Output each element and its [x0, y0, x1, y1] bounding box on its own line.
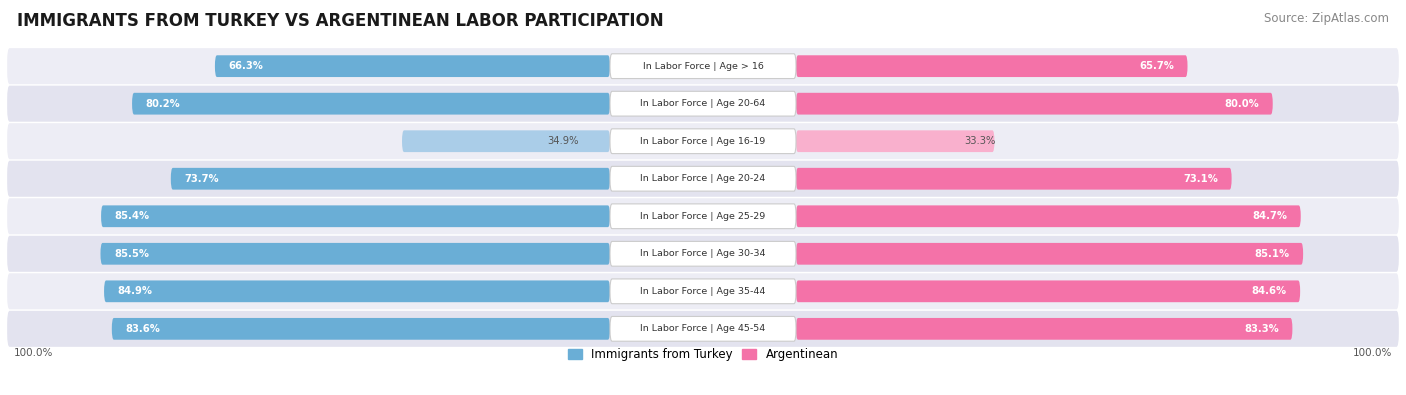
Text: 34.9%: 34.9% [547, 136, 579, 146]
FancyBboxPatch shape [796, 55, 1188, 77]
FancyBboxPatch shape [7, 273, 1399, 309]
FancyBboxPatch shape [796, 280, 1301, 302]
Text: 84.6%: 84.6% [1251, 286, 1286, 296]
Text: 73.1%: 73.1% [1182, 174, 1218, 184]
Text: 33.3%: 33.3% [965, 136, 995, 146]
Text: In Labor Force | Age 25-29: In Labor Force | Age 25-29 [640, 212, 766, 221]
Text: 85.1%: 85.1% [1254, 249, 1289, 259]
FancyBboxPatch shape [796, 130, 994, 152]
FancyBboxPatch shape [610, 166, 796, 191]
Text: IMMIGRANTS FROM TURKEY VS ARGENTINEAN LABOR PARTICIPATION: IMMIGRANTS FROM TURKEY VS ARGENTINEAN LA… [17, 12, 664, 30]
Text: 84.9%: 84.9% [118, 286, 153, 296]
Text: 73.7%: 73.7% [184, 174, 219, 184]
Text: 66.3%: 66.3% [229, 61, 263, 71]
FancyBboxPatch shape [7, 161, 1399, 197]
Text: In Labor Force | Age 35-44: In Labor Force | Age 35-44 [640, 287, 766, 296]
FancyBboxPatch shape [796, 205, 1301, 227]
FancyBboxPatch shape [610, 204, 796, 229]
Text: 85.4%: 85.4% [115, 211, 150, 221]
FancyBboxPatch shape [610, 129, 796, 154]
FancyBboxPatch shape [610, 241, 796, 266]
FancyBboxPatch shape [101, 205, 610, 227]
Legend: Immigrants from Turkey, Argentinean: Immigrants from Turkey, Argentinean [562, 343, 844, 366]
FancyBboxPatch shape [610, 54, 796, 79]
FancyBboxPatch shape [796, 318, 1292, 340]
FancyBboxPatch shape [796, 93, 1272, 115]
FancyBboxPatch shape [7, 123, 1399, 159]
FancyBboxPatch shape [7, 236, 1399, 272]
Text: In Labor Force | Age 45-54: In Labor Force | Age 45-54 [640, 324, 766, 333]
FancyBboxPatch shape [112, 318, 610, 340]
FancyBboxPatch shape [170, 168, 610, 190]
FancyBboxPatch shape [7, 86, 1399, 122]
FancyBboxPatch shape [104, 280, 610, 302]
FancyBboxPatch shape [610, 279, 796, 304]
FancyBboxPatch shape [796, 243, 1303, 265]
FancyBboxPatch shape [7, 198, 1399, 234]
Text: 100.0%: 100.0% [1353, 348, 1392, 358]
Text: 83.3%: 83.3% [1244, 324, 1278, 334]
Text: In Labor Force | Age 30-34: In Labor Force | Age 30-34 [640, 249, 766, 258]
Text: 84.7%: 84.7% [1251, 211, 1286, 221]
Text: In Labor Force | Age > 16: In Labor Force | Age > 16 [643, 62, 763, 71]
FancyBboxPatch shape [7, 48, 1399, 84]
Text: In Labor Force | Age 20-24: In Labor Force | Age 20-24 [640, 174, 766, 183]
FancyBboxPatch shape [215, 55, 610, 77]
Text: 100.0%: 100.0% [14, 348, 53, 358]
Text: 65.7%: 65.7% [1139, 61, 1174, 71]
FancyBboxPatch shape [402, 130, 610, 152]
Text: 85.5%: 85.5% [114, 249, 149, 259]
FancyBboxPatch shape [610, 316, 796, 341]
Text: 80.0%: 80.0% [1225, 99, 1258, 109]
FancyBboxPatch shape [796, 168, 1232, 190]
Text: In Labor Force | Age 16-19: In Labor Force | Age 16-19 [640, 137, 766, 146]
FancyBboxPatch shape [7, 311, 1399, 347]
FancyBboxPatch shape [132, 93, 610, 115]
Text: In Labor Force | Age 20-64: In Labor Force | Age 20-64 [640, 99, 766, 108]
Text: 83.6%: 83.6% [125, 324, 160, 334]
FancyBboxPatch shape [610, 91, 796, 116]
Text: 80.2%: 80.2% [146, 99, 180, 109]
FancyBboxPatch shape [100, 243, 610, 265]
Text: Source: ZipAtlas.com: Source: ZipAtlas.com [1264, 12, 1389, 25]
